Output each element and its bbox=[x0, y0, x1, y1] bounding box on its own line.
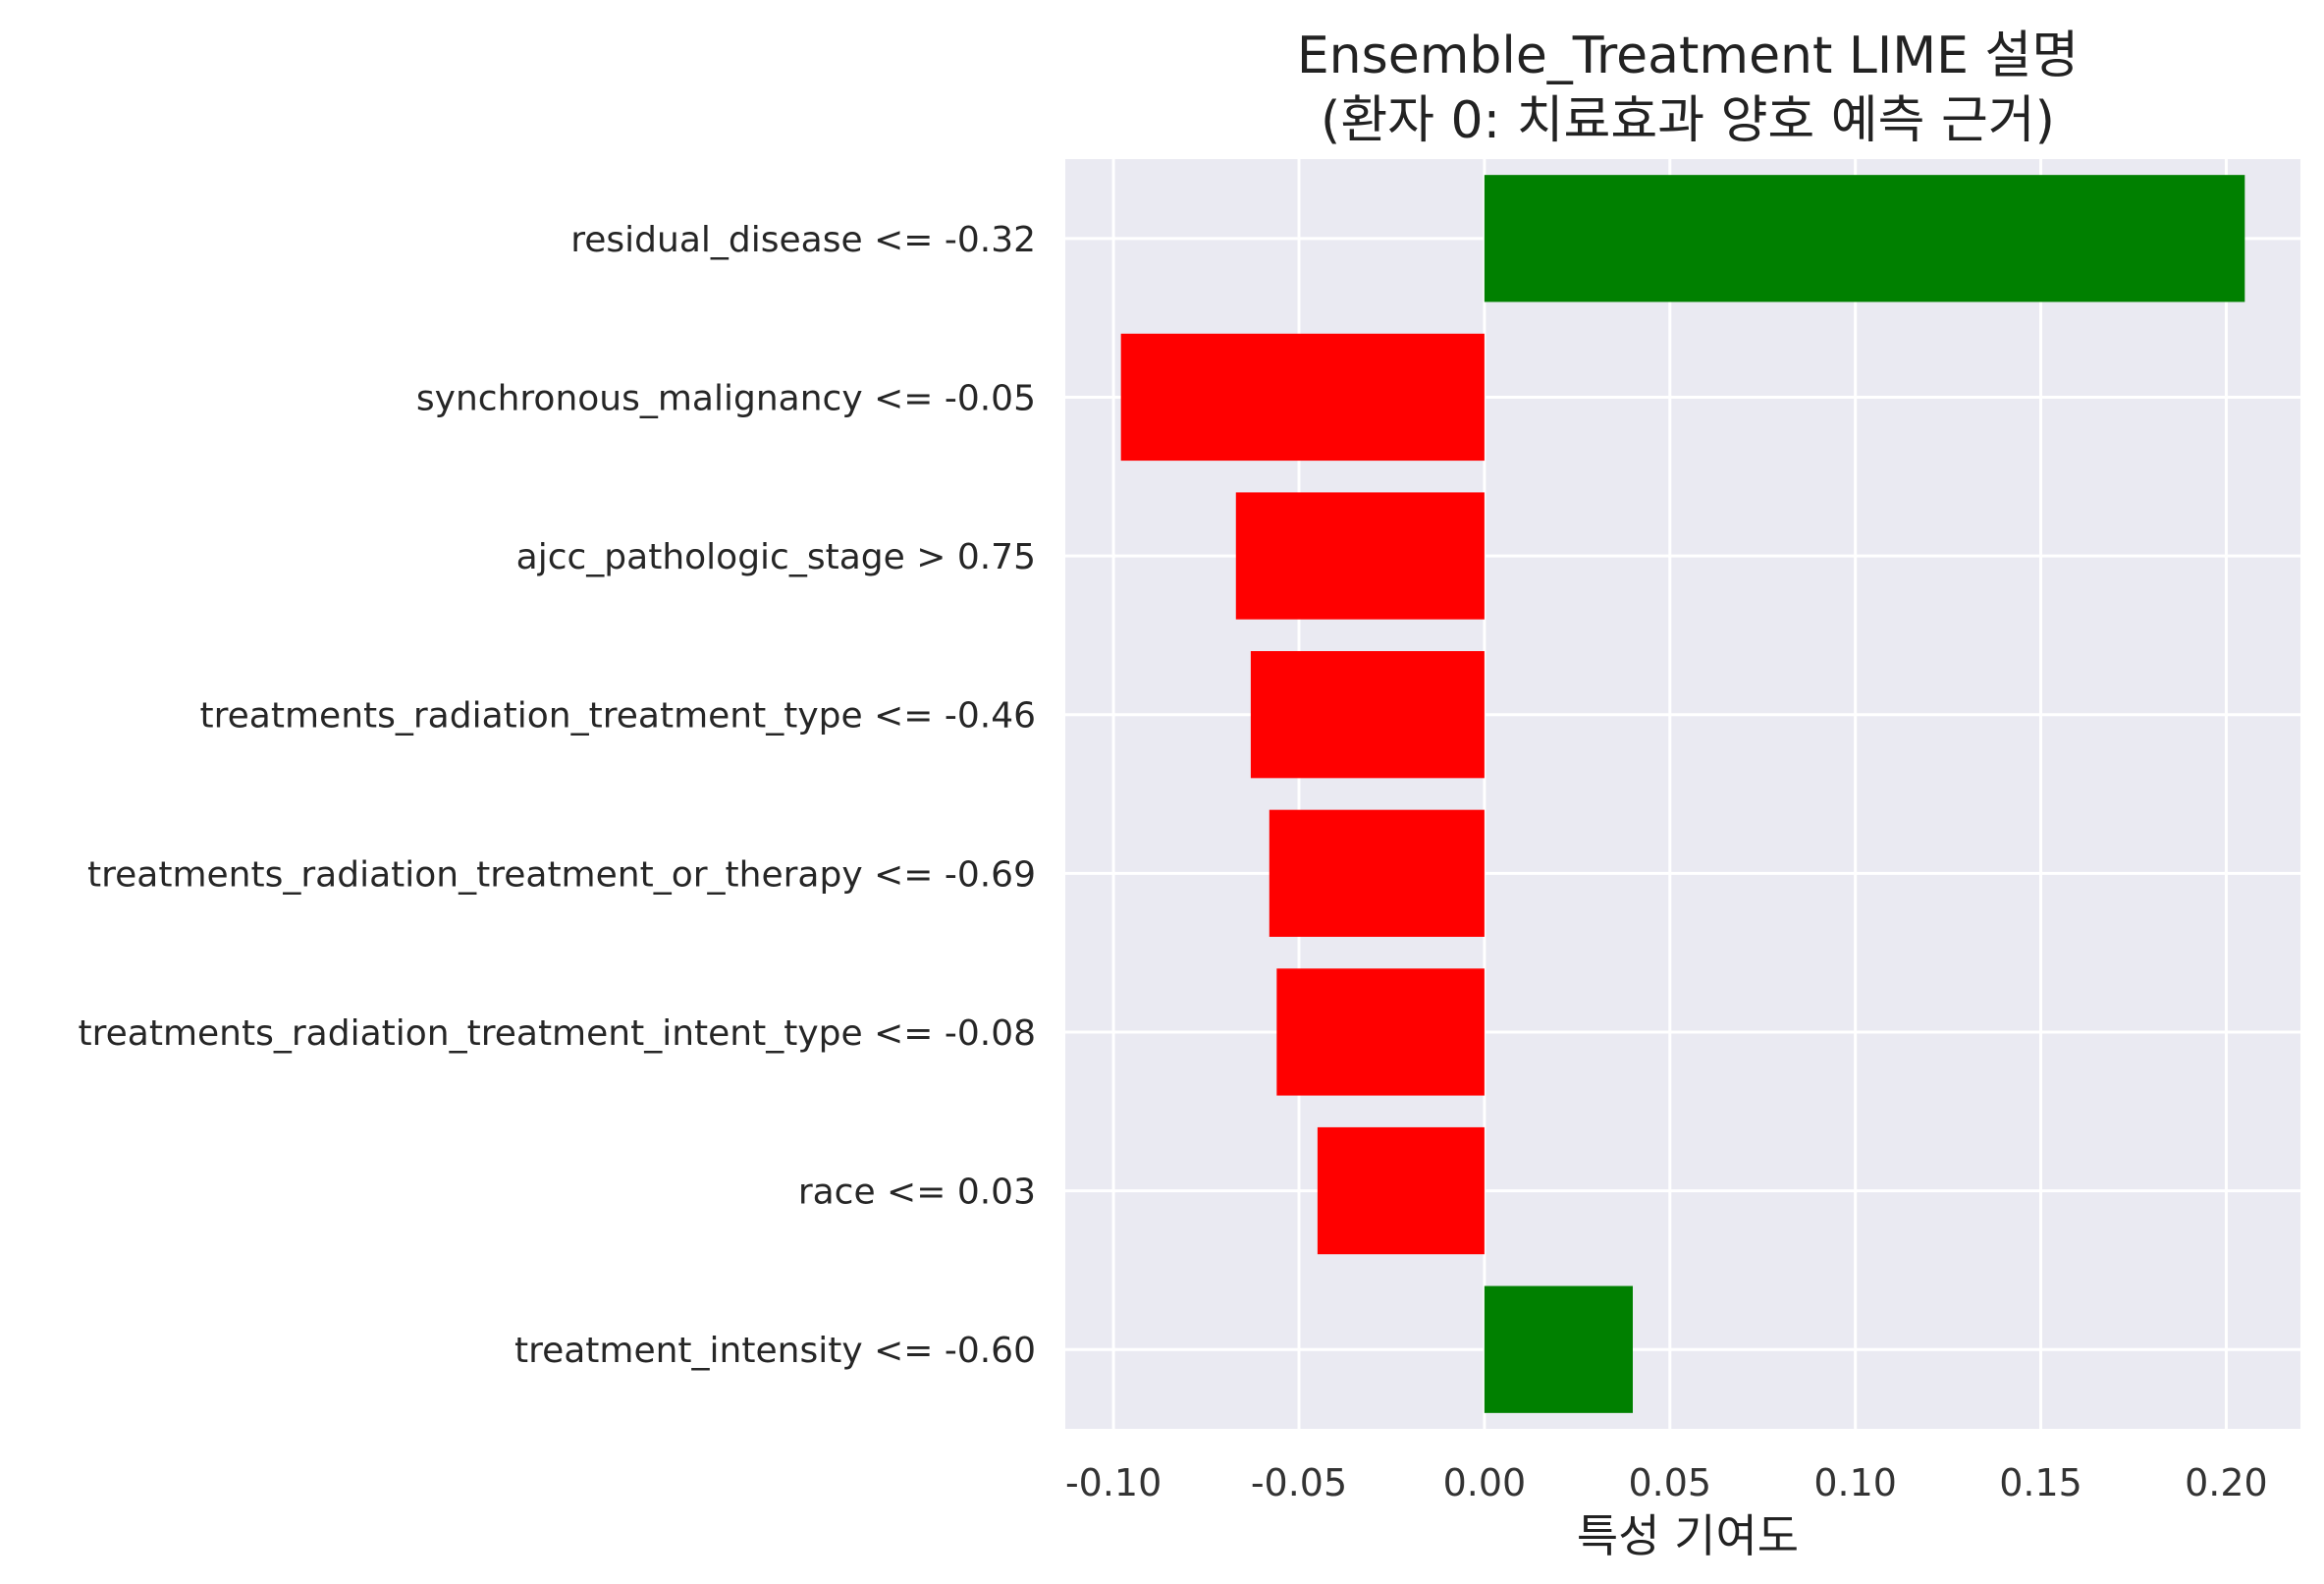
y-tick-label-5: treatments_radiation_treatment_intent_ty… bbox=[79, 1013, 1036, 1054]
bar-6 bbox=[1317, 1126, 1485, 1255]
x-tick-label-3: 0.05 bbox=[1628, 1461, 1711, 1504]
x-tick-label-1: -0.05 bbox=[1251, 1461, 1347, 1504]
y-tick-label-7: treatment_intensity <= -0.60 bbox=[514, 1331, 1036, 1371]
x-tick-label-6: 0.20 bbox=[2185, 1461, 2268, 1504]
bar-3 bbox=[1250, 651, 1485, 779]
y-tick-label-1: synchronous_malignancy <= -0.05 bbox=[416, 378, 1036, 418]
bars bbox=[1120, 175, 2245, 1413]
x-axis-label: 특성 기여도 bbox=[1577, 1509, 1799, 1562]
y-tick-label-2: ajcc_pathologic_stage > 0.75 bbox=[516, 537, 1036, 577]
bar-0 bbox=[1484, 175, 2245, 302]
y-tick-label-0: residual_disease <= -0.32 bbox=[570, 220, 1036, 260]
chart-title: Ensemble_Treatment LIME 설명 bbox=[1297, 27, 2079, 85]
bar-2 bbox=[1235, 492, 1485, 620]
y-tick-label-3: treatments_radiation_treatment_type <= -… bbox=[200, 696, 1036, 737]
x-tick-label-4: 0.10 bbox=[1813, 1461, 1897, 1504]
chart-subtitle: (환자 0: 치료효과 양호 예측 근거) bbox=[1321, 91, 2055, 150]
bar-5 bbox=[1276, 968, 1485, 1096]
bar-1 bbox=[1120, 333, 1485, 462]
y-tick-label-6: race <= 0.03 bbox=[798, 1173, 1036, 1213]
x-tick-label-0: -0.10 bbox=[1065, 1461, 1162, 1504]
bar-4 bbox=[1269, 809, 1485, 937]
bar-7 bbox=[1484, 1285, 1633, 1413]
x-tick-label-5: 0.15 bbox=[1999, 1461, 2082, 1504]
y-tick-label-4: treatments_radiation_treatment_or_therap… bbox=[87, 854, 1036, 895]
x-tick-labels: -0.10 -0.05 0.00 0.05 0.10 0.15 0.20 bbox=[1065, 1461, 2268, 1504]
y-tick-labels: residual_disease <= -0.32 synchronous_mal… bbox=[79, 220, 1036, 1371]
x-tick-label-2: 0.00 bbox=[1443, 1461, 1527, 1504]
